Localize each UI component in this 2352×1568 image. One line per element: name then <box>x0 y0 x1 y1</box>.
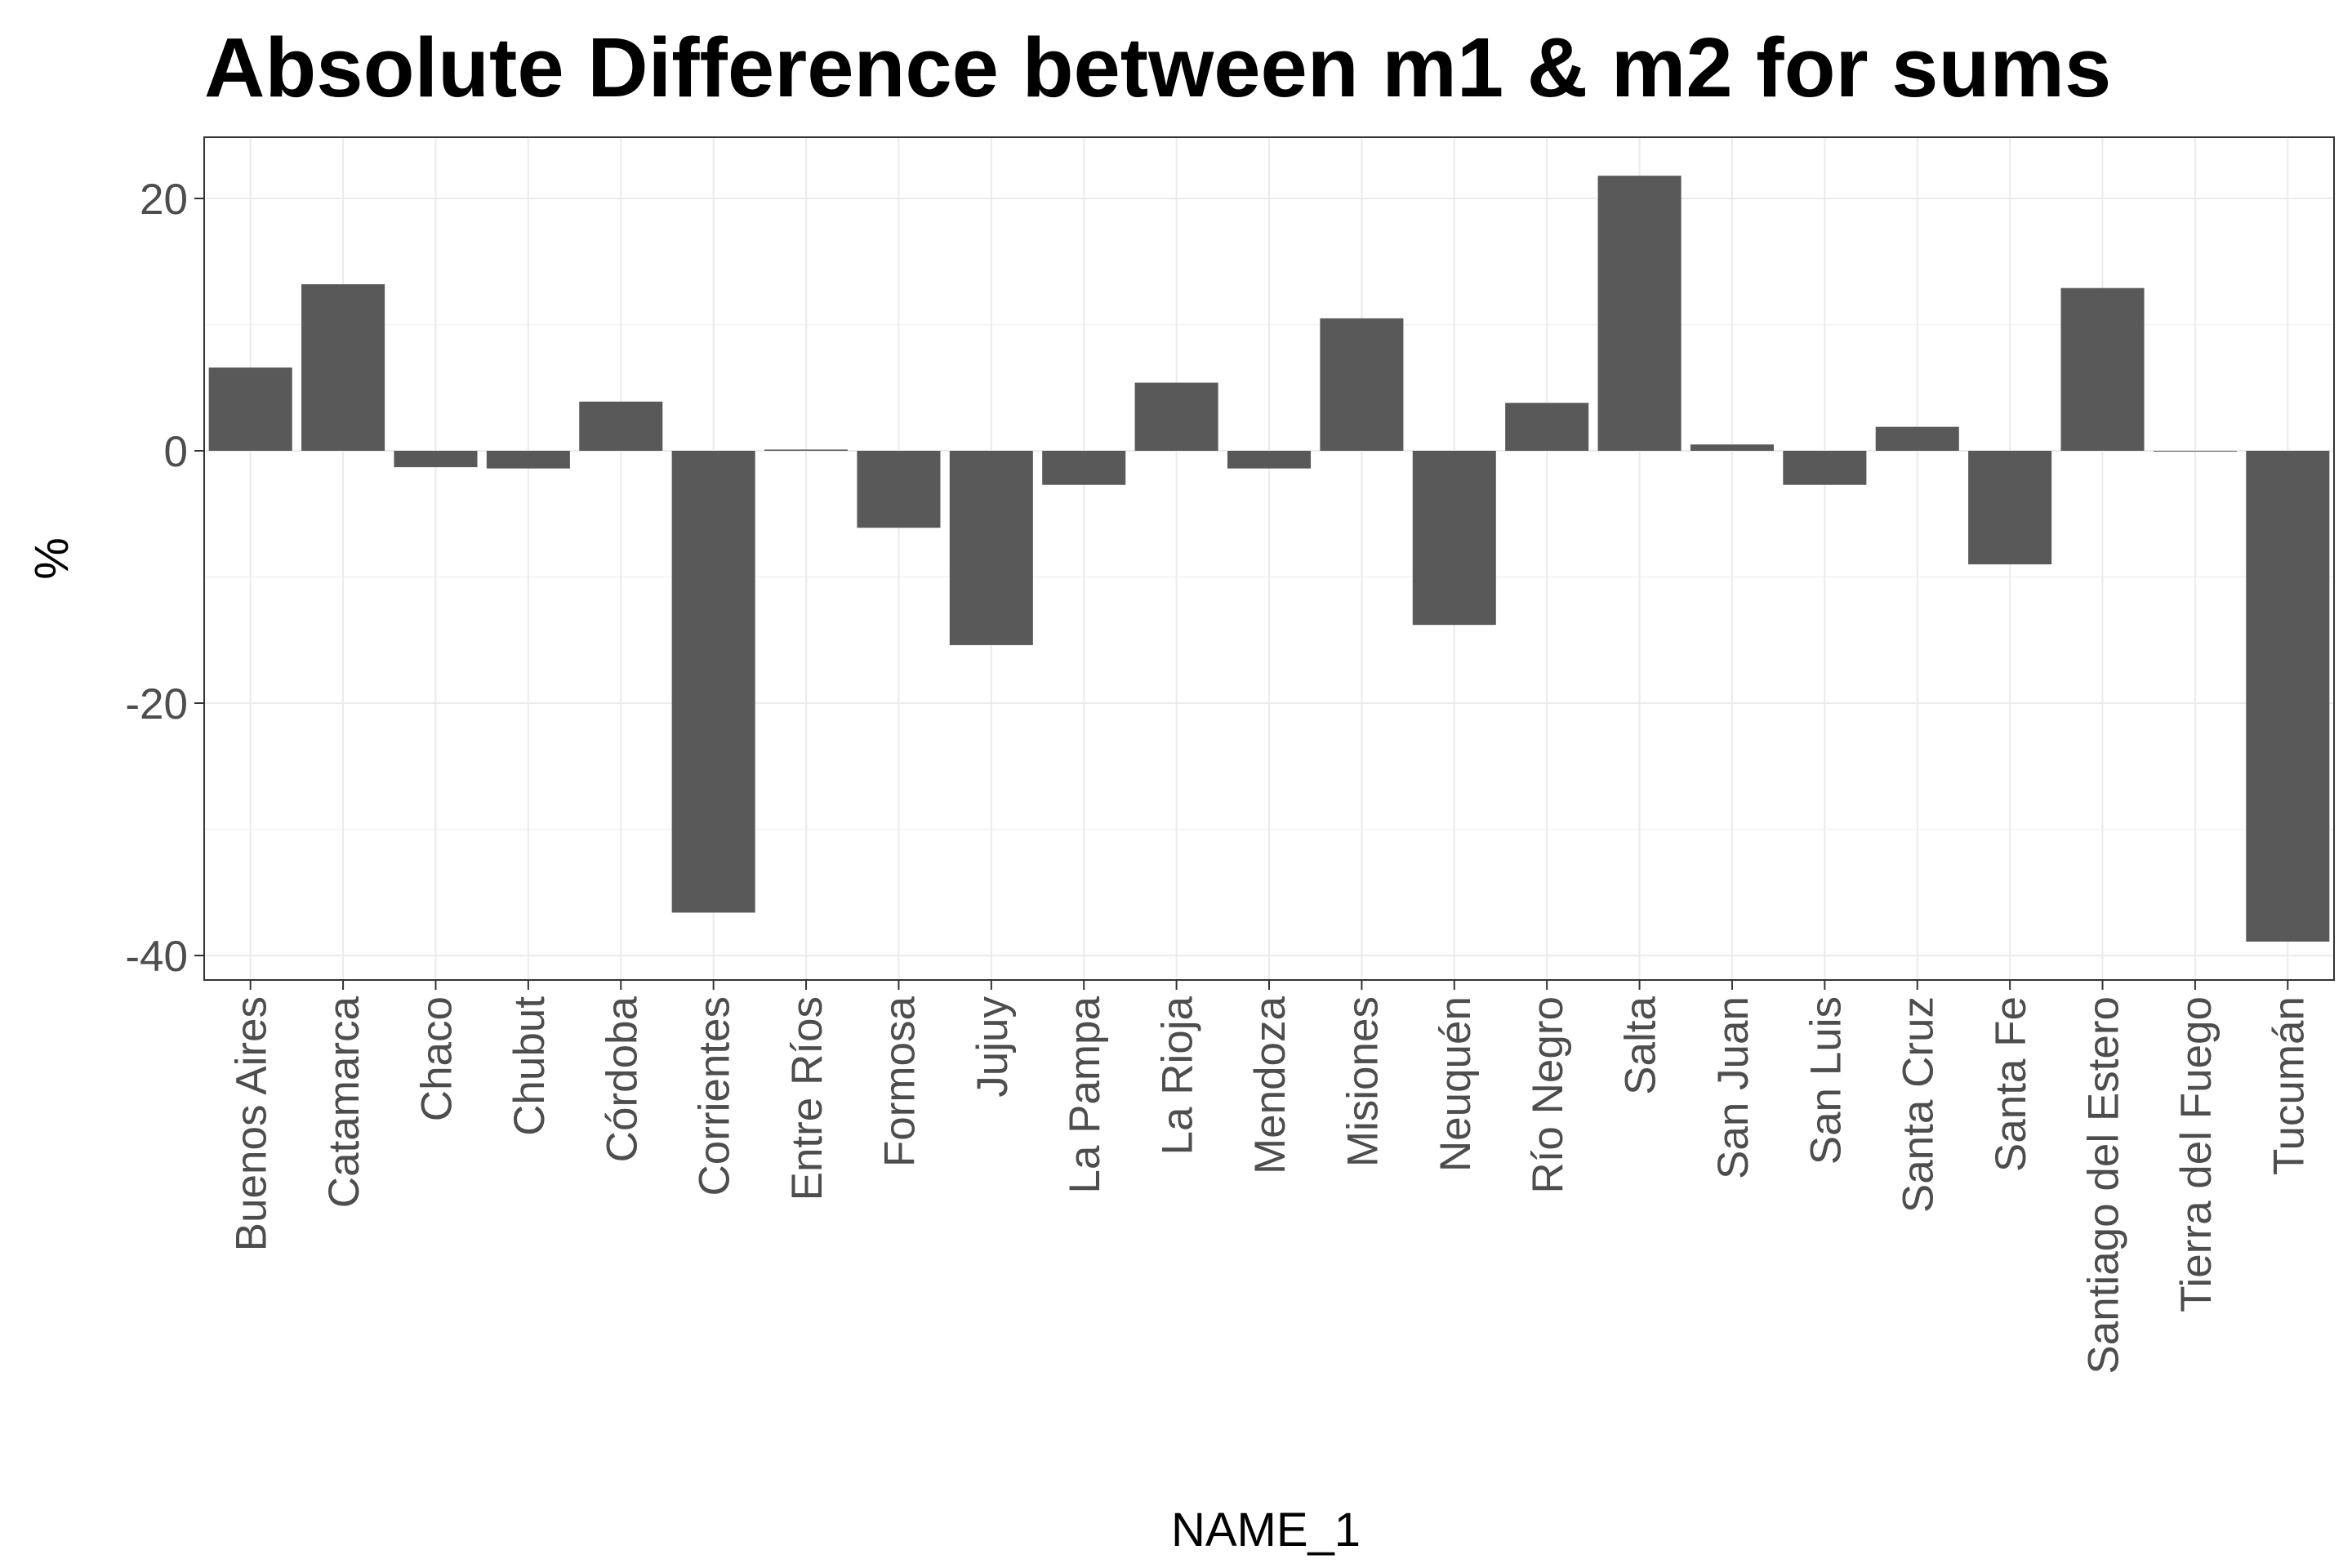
x-tick-label: San Juan <box>1709 996 1757 1179</box>
x-tick-label: Santa Fe <box>1987 996 2035 1172</box>
y-axis: 20 0 -20 -40 <box>125 176 204 981</box>
bar-tucum-n <box>2246 451 2330 942</box>
x-tick-label: Santa Cruz <box>1895 996 1943 1213</box>
bar-chubut <box>486 451 570 469</box>
bars <box>208 176 2330 942</box>
y-tick-label: -20 <box>125 680 188 728</box>
x-tick-label: Neuquén <box>1432 996 1480 1172</box>
x-axis: Buenos Aires Catamarca Chaco Chubut Córdoba C… <box>228 980 2313 1374</box>
bar-jujuy <box>949 451 1033 645</box>
bar-la-pampa <box>1042 451 1126 485</box>
x-tick-label: Chubut <box>506 996 554 1136</box>
x-tick-label: Catamarca <box>320 996 368 1208</box>
x-tick-label: Córdoba <box>598 996 646 1162</box>
bar-san-luis <box>1783 451 1867 485</box>
bar-tierra-del-fuego <box>2153 451 2237 452</box>
bar-r-o-negro <box>1505 403 1589 451</box>
bar-santiago-del-estero <box>2060 287 2145 451</box>
x-tick-label: Entre Ríos <box>783 996 831 1200</box>
x-tick-label: Misiones <box>1339 996 1387 1167</box>
bar-salta <box>1597 176 1682 451</box>
bar-neuqu-n <box>1412 451 1496 626</box>
x-tick-label: Tucumán <box>2265 996 2313 1175</box>
bar-buenos-aires <box>208 368 292 451</box>
y-axis-title: % <box>25 537 78 580</box>
bar-la-rioja <box>1134 382 1218 451</box>
bar-chaco <box>394 451 478 468</box>
x-tick-label: Corrientes <box>691 996 739 1196</box>
bar-santa-fe <box>1968 451 2052 565</box>
bar-misiones <box>1320 318 1404 451</box>
x-tick-label: San Luis <box>1802 996 1850 1165</box>
bar-mendoza <box>1227 451 1312 469</box>
bar-corrientes <box>671 451 755 913</box>
y-tick-label: -40 <box>125 933 188 981</box>
bar-santa-cruz <box>1875 426 1959 451</box>
x-tick-label: Salta <box>1617 996 1665 1094</box>
bar-catamarca <box>301 284 385 451</box>
chart-title: Absolute Difference between m1 & m2 for … <box>204 20 2111 114</box>
x-tick-label: Santiago del Estero <box>2080 996 2128 1374</box>
bar-formosa <box>857 451 941 528</box>
x-tick-label: Río Negro <box>1524 996 1572 1194</box>
x-tick-label: Chaco <box>412 996 461 1121</box>
x-axis-title: NAME_1 <box>1171 1503 1361 1557</box>
x-tick-label: Tierra del Fuego <box>2172 996 2221 1312</box>
y-tick-label: 20 <box>140 176 188 224</box>
x-tick-label: Mendoza <box>1246 996 1294 1174</box>
x-tick-label: La Pampa <box>1061 996 1109 1193</box>
x-tick-label: La Rioja <box>1154 996 1202 1155</box>
bar-san-juan <box>1690 444 1774 451</box>
x-tick-label: Buenos Aires <box>228 996 276 1251</box>
x-tick-label: Jujuy <box>969 996 1017 1098</box>
x-tick-label: Formosa <box>875 996 924 1167</box>
bar-entre-r-os <box>764 449 849 451</box>
y-tick-label: 0 <box>164 428 188 476</box>
bar-c-rdoba <box>579 401 663 451</box>
